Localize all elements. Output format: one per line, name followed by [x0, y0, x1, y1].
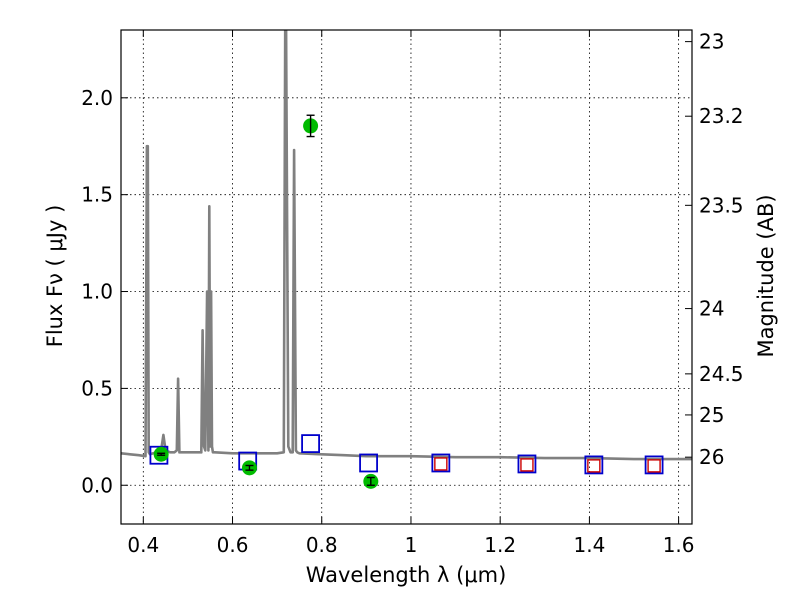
mag-tick-label: 24: [699, 297, 724, 321]
mag-tick-label: 23: [699, 30, 724, 54]
mag-tick-label: 25: [699, 403, 724, 427]
x-tick-label: 1.2: [484, 533, 516, 557]
mag-tick-label: 23.2: [699, 104, 744, 128]
x-tick-label: 1: [405, 533, 418, 557]
plot-area: [121, 30, 692, 489]
plot-frame: [120, 29, 693, 525]
model-photometry-box: [517, 454, 537, 474]
upper-limit-box: [587, 459, 601, 473]
x-axis: 0.4 0.6 0.8 1 1.2 1.4 1.6: [127, 30, 695, 557]
y-tick-label: 0.0: [81, 473, 113, 497]
mag-tick-label: 23.5: [699, 193, 744, 217]
upper-limit-box: [434, 457, 448, 471]
upper-limit-box: [520, 458, 534, 472]
mag-tick-label: 24.5: [699, 362, 744, 386]
grid: [121, 30, 692, 524]
x-tick-label: 0.4: [127, 533, 159, 557]
y-axis-magnitude: 23 23.2 23.5 24 24.5 25 26: [685, 30, 744, 469]
x-tick-label: 1.6: [663, 533, 695, 557]
model-photometry-box: [301, 434, 320, 454]
model-photometry-box: [584, 455, 604, 475]
model-photometry-box: [359, 453, 378, 473]
y-axis-label: Flux Fν ( μJy ): [43, 205, 67, 348]
model-photometry-box: [431, 453, 451, 473]
x-tick-label: 0.6: [217, 533, 249, 557]
y-tick-label: 1.5: [81, 183, 113, 207]
x-axis-label: Wavelength λ (μm): [306, 563, 507, 587]
model-photometry-box: [644, 455, 664, 475]
upper-limit-box: [647, 459, 661, 473]
y2-axis-label: Magnitude (AB): [754, 194, 778, 357]
x-tick-label: 1.4: [573, 533, 605, 557]
y-tick-label: 2.0: [81, 86, 113, 110]
mag-tick-label: 26: [699, 445, 724, 469]
x-tick-label: 0.8: [306, 533, 338, 557]
y-axis-flux: 0.0 0.5 1.0 1.5 2.0: [81, 86, 128, 497]
y-tick-label: 1.0: [81, 280, 113, 304]
y-tick-label: 0.5: [81, 376, 113, 400]
